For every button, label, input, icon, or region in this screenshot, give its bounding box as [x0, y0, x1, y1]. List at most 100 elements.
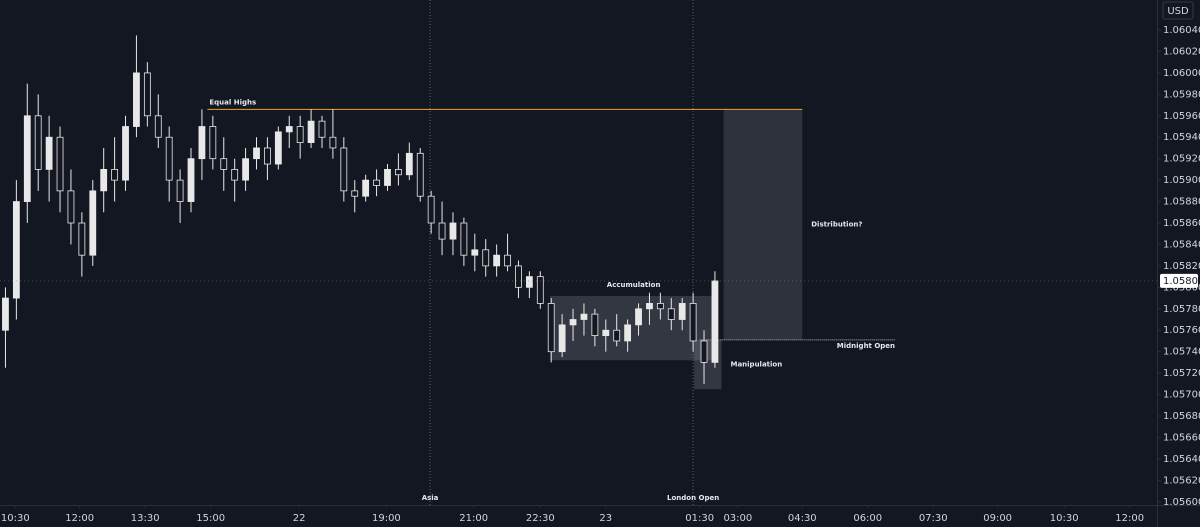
- candle-body: [602, 329, 610, 336]
- candle-body: [667, 308, 675, 320]
- y-tick-label: 1.05660: [1163, 432, 1200, 443]
- candle-body: [329, 136, 337, 149]
- zone-label: Manipulation: [730, 361, 782, 369]
- candle-body: [394, 169, 402, 176]
- y-tick-label: 1.05840: [1163, 239, 1200, 250]
- y-tick-label: 1.06000: [1163, 68, 1200, 79]
- x-tick-label: 13:30: [131, 513, 160, 524]
- candle-body: [536, 276, 544, 304]
- x-tick-label: 06:00: [853, 513, 882, 524]
- candle-body: [689, 303, 697, 342]
- candle-body: [591, 313, 599, 336]
- x-tick-label: 22: [293, 513, 306, 524]
- candle-body: [373, 179, 380, 186]
- y-tick-label: 1.05960: [1163, 111, 1200, 122]
- candle-body: [427, 195, 435, 224]
- currency: USD: [1167, 6, 1189, 17]
- candle-body: [67, 190, 75, 224]
- candle-body: [253, 147, 260, 160]
- candle-body: [678, 303, 686, 320]
- y-tick-label: 1.05860: [1163, 218, 1200, 229]
- candle-body: [231, 169, 239, 181]
- y-tick-label: 1.05780: [1163, 304, 1200, 315]
- y-tick-label: 1.05900: [1163, 175, 1200, 186]
- y-tick-label: 1.05700: [1163, 390, 1200, 401]
- zone-box: [723, 109, 803, 340]
- x-tick-label: 03:00: [723, 513, 752, 524]
- y-tick-label: 1.06040: [1163, 25, 1200, 36]
- candle-body: [220, 158, 228, 170]
- x-tick-label: 01:30: [685, 513, 714, 524]
- candle-body: [296, 126, 304, 144]
- y-tick-label: 1.05880: [1163, 197, 1200, 208]
- y-tick-label: 1.05640: [1163, 454, 1200, 465]
- x-tick-label: 04:30: [788, 513, 817, 524]
- session-label: Asia: [422, 494, 439, 502]
- candle-body: [362, 179, 370, 197]
- candle-body: [56, 136, 64, 192]
- candle-body: [89, 190, 97, 256]
- candle-body: [242, 158, 249, 181]
- candle-body: [384, 169, 391, 186]
- candle-body: [471, 249, 479, 256]
- currency-box[interactable]: [1162, 1, 1194, 20]
- candle-body: [307, 120, 315, 144]
- x-tick-label: 07:30: [919, 513, 948, 524]
- candle-body: [580, 313, 588, 320]
- x-tick-label: 21:00: [459, 513, 488, 524]
- y-tick-label: 1.05980: [1163, 89, 1200, 100]
- y-tick-label: 1.05720: [1163, 368, 1200, 379]
- candle-body: [700, 340, 708, 363]
- last-price-label: 1.05806: [1163, 276, 1200, 287]
- candle-body: [635, 308, 642, 326]
- candle-body: [111, 169, 119, 181]
- candle-body: [460, 222, 468, 256]
- candle-body: [405, 152, 413, 176]
- candle-body: [198, 126, 206, 160]
- candle-body: [646, 303, 653, 310]
- candle-body: [23, 115, 31, 202]
- candle-body: [504, 254, 511, 267]
- candle-body: [711, 280, 719, 363]
- y-tick-label: 1.05820: [1163, 261, 1200, 272]
- candle-body: [624, 324, 632, 342]
- x-tick-label: 09:00: [983, 513, 1012, 524]
- candle-body: [209, 126, 217, 160]
- last-price-box: [1160, 273, 1198, 288]
- candle-body: [100, 169, 108, 192]
- candle-body: [547, 303, 555, 353]
- y-tick-label: 1.05620: [1163, 475, 1200, 486]
- equal-highs-label: Equal Highs: [209, 98, 256, 106]
- candle-body: [187, 158, 195, 202]
- y-tick-label: 1.06020: [1163, 46, 1200, 57]
- candle-body: [78, 222, 86, 256]
- candle-body: [45, 136, 53, 170]
- zone-label: Distribution?: [811, 221, 862, 229]
- candle-body: [493, 254, 501, 267]
- candle-body: [176, 179, 184, 202]
- candle-body: [515, 265, 522, 288]
- y-tick-label: 1.05920: [1163, 154, 1200, 165]
- x-tick-label: 15:00: [196, 513, 225, 524]
- x-tick-label: 22:30: [526, 513, 555, 524]
- candle-body: [656, 303, 664, 310]
- candle-body: [274, 131, 282, 165]
- candle-body: [318, 120, 326, 138]
- zone-label: Accumulation: [607, 281, 661, 289]
- candle-body: [525, 276, 533, 288]
- candle-body: [34, 115, 42, 170]
- candle-body: [449, 222, 457, 240]
- y-tick-label: 1.05760: [1163, 325, 1200, 336]
- candle-body: [569, 319, 577, 326]
- candle-body: [613, 329, 621, 342]
- candle-body: [340, 147, 348, 192]
- x-tick-label: 19:00: [372, 513, 401, 524]
- candle-body: [285, 126, 293, 133]
- candle-body: [264, 147, 271, 165]
- y-tick-label: 1.05600: [1163, 497, 1200, 508]
- y-tick-label: 1.05940: [1163, 132, 1200, 143]
- y-tick-label: 1.05680: [1163, 411, 1200, 422]
- candle-body: [416, 152, 424, 197]
